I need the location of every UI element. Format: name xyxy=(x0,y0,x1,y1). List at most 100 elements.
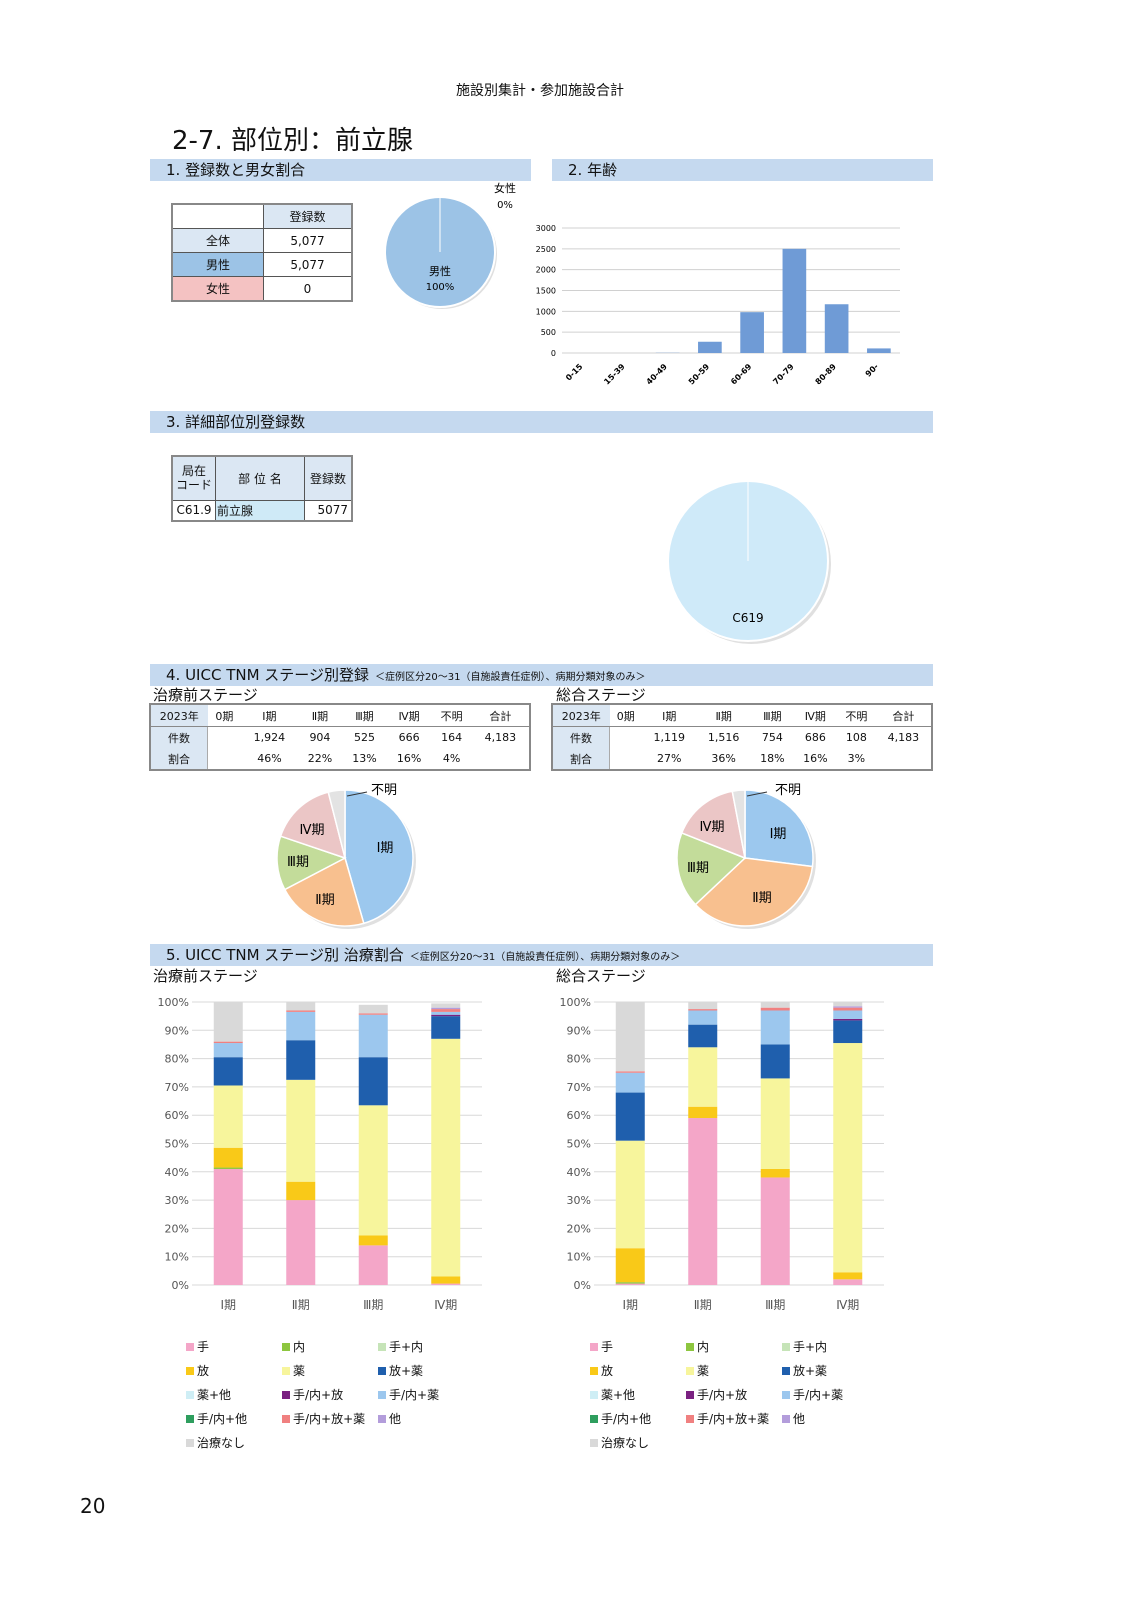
treatment-bar-segment xyxy=(760,1168,790,1178)
legend-item: 手 xyxy=(186,1338,209,1355)
treatment-x-tick: Ⅲ期 xyxy=(363,1298,383,1312)
treatment-y-tick: 40% xyxy=(567,1166,591,1179)
pre-stage-table-cell: 904 xyxy=(309,731,331,744)
legend-swatch xyxy=(186,1367,194,1375)
treatment-y-tick: 80% xyxy=(567,1053,591,1066)
legend-label: 放+薬 xyxy=(793,1364,828,1378)
age-x-tick: 50-59 xyxy=(687,362,712,387)
treatment-y-tick: 50% xyxy=(567,1138,591,1151)
treatment-bar-segment xyxy=(286,1200,316,1285)
treatment-bar-segment xyxy=(358,1004,388,1014)
age-bar xyxy=(740,312,764,353)
treatment-y-tick: 10% xyxy=(165,1251,189,1264)
total-stage-table-cell: 件数 xyxy=(552,726,610,748)
legend-swatch xyxy=(782,1415,790,1423)
legend-item: 放+薬 xyxy=(782,1362,827,1379)
treatment-bar-segment xyxy=(213,1041,243,1044)
age-x-tick: 0-15 xyxy=(564,362,585,383)
pre-stage-table-cell: Ⅲ期 xyxy=(342,704,387,727)
age-y-tick: 0 xyxy=(551,349,556,358)
site-count: 5077 xyxy=(304,499,353,521)
treatment-bar-segment xyxy=(213,1085,243,1148)
treatment-bar-segment xyxy=(760,1044,790,1079)
treatment-bar-segment xyxy=(760,1078,790,1169)
legend-label: 薬+他 xyxy=(197,1388,232,1402)
total-stage-table-cell: 108 xyxy=(845,731,867,744)
section-3-bar: 3. 詳細部位別登録数 xyxy=(150,411,933,433)
treatment-y-tick: 10% xyxy=(567,1251,591,1264)
row-label-male: 男性 xyxy=(171,252,264,277)
section-2-bar: 2. 年齢 xyxy=(552,159,933,181)
stage-pie-slice xyxy=(327,789,346,859)
legend-swatch xyxy=(378,1343,386,1351)
section-5-title: 5. UICC TNM ステージ別 治療割合 xyxy=(166,946,404,964)
stage-pie-label: 不明 xyxy=(775,783,801,798)
treatment-bar-segment xyxy=(213,1147,243,1168)
treatment-bar-segment xyxy=(286,1181,316,1201)
stage-pie-slice xyxy=(344,789,414,925)
age-y-tick: 3000 xyxy=(536,224,556,233)
legend-swatch xyxy=(686,1415,694,1423)
legend-label: 薬 xyxy=(697,1364,710,1378)
legend-swatch xyxy=(686,1367,694,1375)
treatment-x-tick: Ⅰ期 xyxy=(220,1298,236,1312)
total-stage-treatment-label: 総合ステージ xyxy=(556,967,646,985)
treatment-bar-segment xyxy=(431,1009,461,1012)
section-5-bar: 5. UICC TNM ステージ別 治療割合 ＜症例区分20～31（自施設責任症例… xyxy=(150,944,933,966)
legend-label: 内 xyxy=(697,1340,710,1354)
legend-item: 手/内+他 xyxy=(590,1410,651,1427)
legend-label: 手/内+放+薬 xyxy=(293,1412,366,1426)
stage-pie-label: Ⅰ期 xyxy=(770,827,787,842)
total-stage-table-cell: Ⅰ期 xyxy=(642,704,697,727)
treatment-x-tick: Ⅱ期 xyxy=(694,1298,712,1312)
treatment-y-tick: 20% xyxy=(567,1222,591,1235)
pre-stage-label: 治療前ステージ xyxy=(153,686,258,704)
age-x-tick: 80-89 xyxy=(814,362,839,387)
age-y-tick: 1000 xyxy=(536,307,556,316)
treatment-y-tick: 90% xyxy=(567,1024,591,1037)
total-stage-table-cell: 2023年 xyxy=(552,704,610,727)
pre-stage-legend: 手 内 手+内放 薬 放+薬 薬+他 手/内+放 手/内+薬 手/内+他 手/内+放+薬 他治療なし xyxy=(186,1338,486,1458)
total-stage-table-cell: 16% xyxy=(803,752,828,765)
total-stage-label: 総合ステージ xyxy=(556,686,646,704)
stage-pie-label: Ⅱ期 xyxy=(315,893,334,908)
treatment-bar-segment xyxy=(833,1018,863,1021)
legend-swatch xyxy=(186,1343,194,1351)
total-stage-pie-chart: Ⅰ期 Ⅱ期 Ⅲ期 Ⅳ期 不明 xyxy=(676,783,816,929)
pre-stage-table-cell: 不明 xyxy=(431,704,472,727)
pre-stage-table-cell: 割合 xyxy=(150,748,208,770)
legend-item: 放+薬 xyxy=(378,1362,423,1379)
legend-item: 手 xyxy=(590,1338,613,1355)
stage-pie-slice xyxy=(279,791,347,860)
total-stage-table-cell: 754 xyxy=(761,731,783,744)
legend-swatch xyxy=(782,1391,790,1399)
treatment-bar-segment xyxy=(615,1248,645,1283)
pre-stage-treatment-chart: 0% 10% 20% 30% 40% 50% 60% 70% 80% 90% 100% Ⅰ期 Ⅱ期 Ⅲ期 Ⅳ… xyxy=(158,996,482,1312)
site-code: C61.9 xyxy=(171,499,216,521)
pre-stage-table-cell xyxy=(207,748,242,770)
legend-swatch xyxy=(282,1415,290,1423)
age-bar-chart: 0 500 1000 1500 2000 2500 3000 0-15 15-39 40-49 50… xyxy=(536,224,900,387)
total-stage-table-cell: 3% xyxy=(847,752,866,765)
treatment-y-tick: 80% xyxy=(165,1053,189,1066)
pre-stage-table-cell: 件数 xyxy=(150,726,208,748)
treatment-bar-segment xyxy=(833,1007,863,1011)
treatment-bar-segment xyxy=(431,1003,461,1008)
legend-label: 治療なし xyxy=(601,1436,650,1450)
registration-table: 登録数 全体 5,077 男性 5,077 女性 0 xyxy=(171,203,353,302)
legend-swatch xyxy=(686,1343,694,1351)
legend-swatch xyxy=(282,1343,290,1351)
legend-label: 手/内+薬 xyxy=(793,1388,844,1402)
page-title: 2-7. 部位別：前立腺 xyxy=(172,126,413,156)
site-table: 局在 コード部 位 名登録数 C61.9 前立腺 5077 xyxy=(171,455,353,522)
legend-item: 手/内+他 xyxy=(186,1410,247,1427)
treatment-bar-segment xyxy=(358,1057,388,1106)
treatment-bar-segment xyxy=(431,1016,461,1039)
page-number: 20 xyxy=(80,1494,106,1518)
stage-pie-label: Ⅲ期 xyxy=(687,861,709,876)
treatment-bar-segment xyxy=(833,1043,863,1273)
treatment-bar-segment xyxy=(615,1071,645,1073)
legend-swatch xyxy=(378,1415,386,1423)
treatment-bar-segment xyxy=(615,1002,645,1072)
total-stage-table-cell: 18% xyxy=(760,752,785,765)
